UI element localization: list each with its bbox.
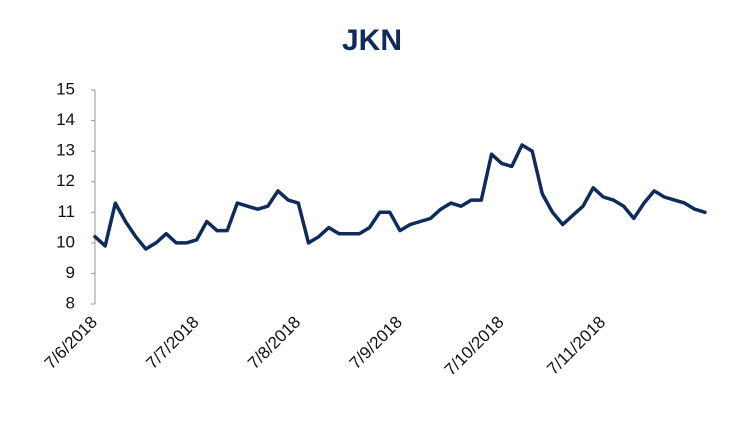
x-tick-label: 7/10/2018 (441, 313, 508, 380)
x-tick-label: 7/7/2018 (142, 313, 202, 373)
y-tick-label: 15 (56, 79, 75, 98)
y-tick-label: 9 (66, 263, 75, 282)
y-tick-label: 14 (56, 110, 75, 129)
line-series (93, 143, 707, 251)
x-tick-label: 7/11/2018 (543, 313, 609, 379)
chart-title: JKN (342, 24, 402, 57)
y-tick-label: 12 (56, 171, 75, 190)
x-tick-label: 7/6/2018 (41, 313, 101, 373)
x-tick-label: 7/8/2018 (244, 313, 304, 373)
y-tick-label: 13 (56, 141, 75, 160)
y-tick-label: 11 (57, 202, 75, 221)
y-tick-label: 8 (66, 293, 75, 312)
x-tick-label: 7/9/2018 (346, 313, 406, 373)
y-tick-label: 10 (56, 232, 75, 251)
